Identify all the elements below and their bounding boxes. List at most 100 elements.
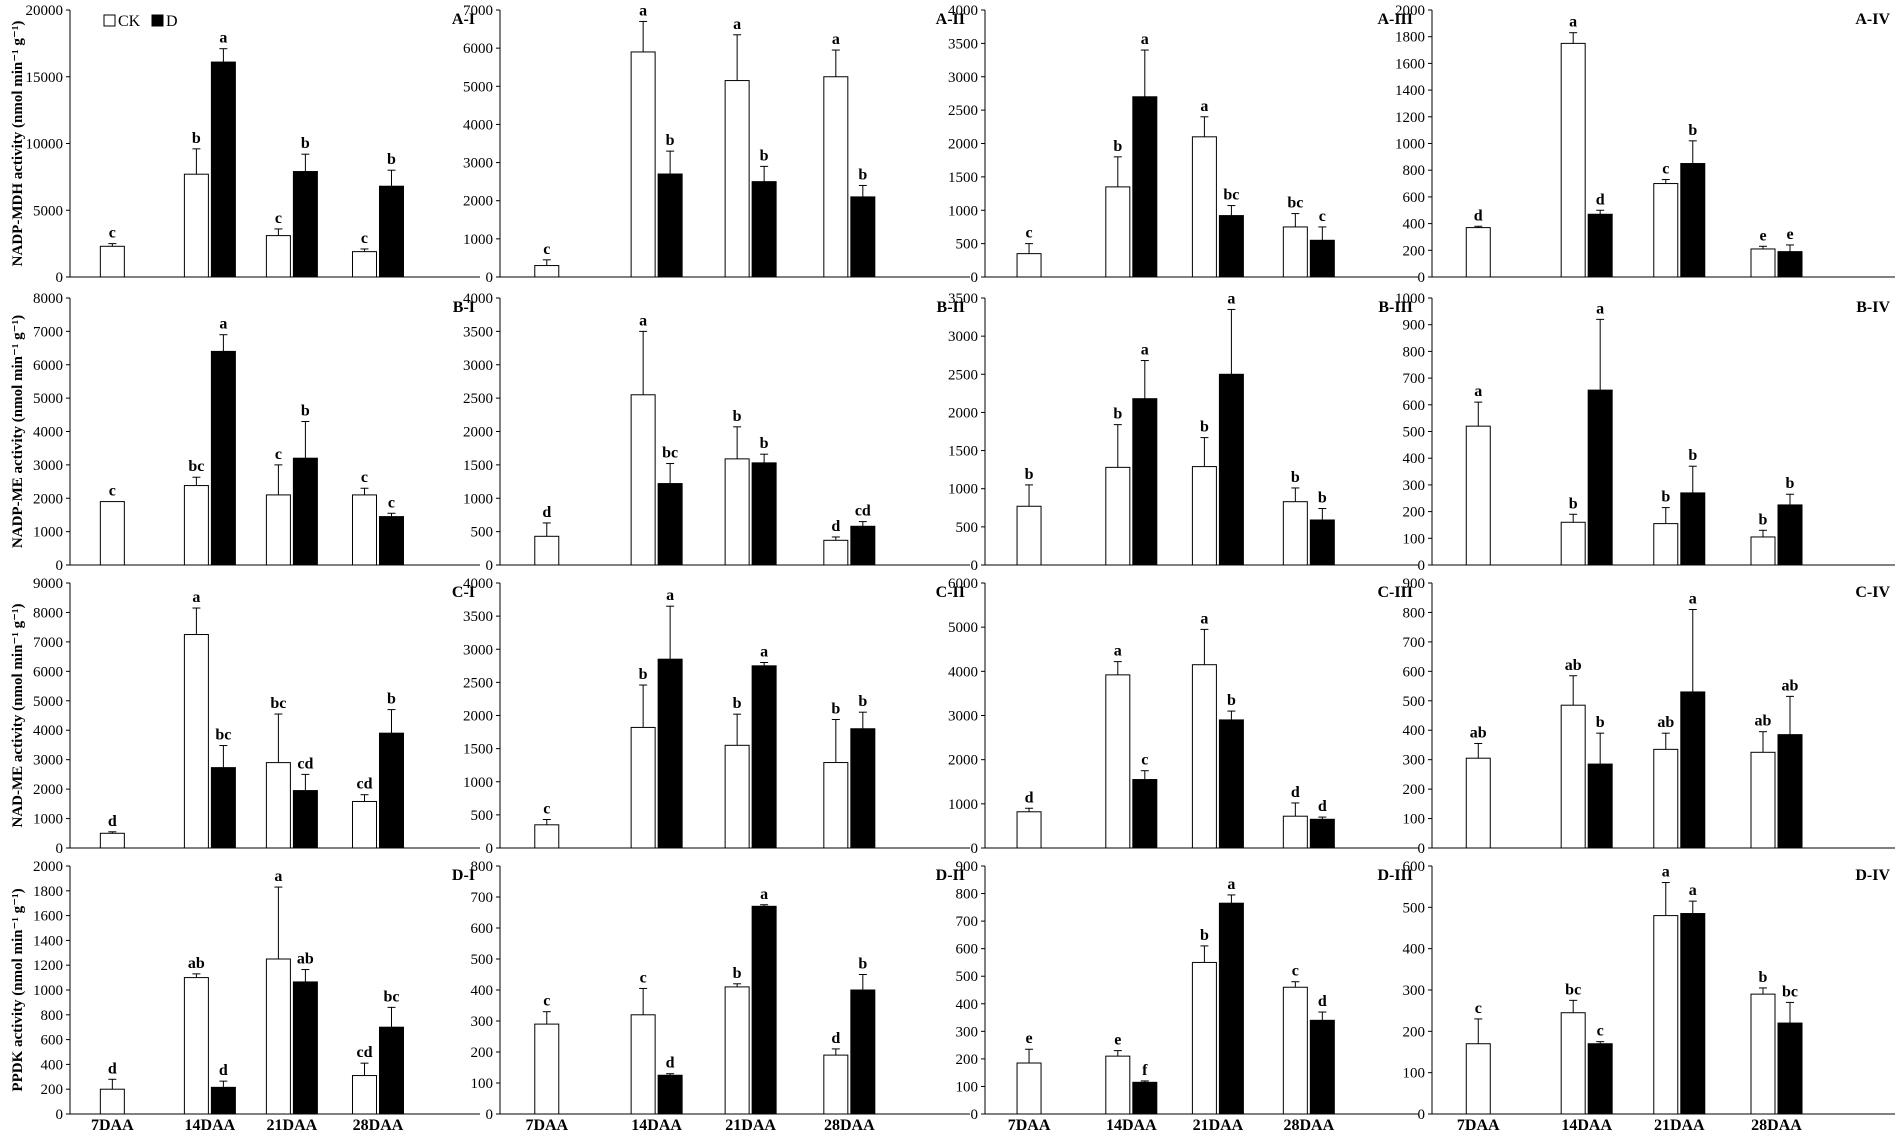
bar-ck: [823, 762, 849, 849]
significance-label: c: [1319, 208, 1326, 225]
bar-ck: [823, 76, 849, 278]
y-tick-label: 1000: [948, 203, 978, 219]
significance-label: c: [275, 446, 282, 463]
bar-ck: [351, 251, 377, 278]
y-tick-label: 2000: [463, 425, 493, 441]
bar-d: [378, 1026, 404, 1115]
panel-C-III: 0 1000 2000 3000 4000 5000 6000 C-III d a c a b d d: [948, 576, 1418, 857]
y-tick-label: 200: [956, 1052, 979, 1068]
significance-label: b: [858, 956, 867, 973]
y-tick-label: 600: [471, 921, 494, 937]
bar-d: [1587, 213, 1613, 278]
bar-d: [1680, 163, 1706, 278]
bar-ck: [534, 535, 560, 566]
bar-d: [378, 516, 404, 566]
y-tick-label: 5000: [463, 79, 493, 95]
y-tick-label: 7000: [33, 324, 63, 340]
bar-ck: [534, 824, 560, 849]
significance-label: c: [543, 993, 550, 1010]
bar-d: [1132, 779, 1158, 849]
y-tick-label: 3000: [33, 458, 63, 474]
x-category-labels: 7DAA 14DAA 21DAA 28DAA 7DAA 14DAA 21DAA 28DAA 7D…: [91, 1117, 1802, 1134]
significance-label: b: [733, 965, 742, 982]
x-category-label: 14DAA: [185, 1117, 236, 1134]
y-tick-label: 0: [486, 270, 494, 286]
legend-label-d: D: [166, 13, 178, 30]
y-axis-label: PPDK activity (nmol min⁻¹ g⁻¹): [10, 888, 26, 1091]
significance-label: d: [1474, 207, 1483, 224]
significance-label: ab: [188, 955, 205, 972]
bar-d: [751, 665, 777, 849]
significance-label: a: [639, 312, 647, 329]
bar-ck: [1105, 186, 1131, 278]
significance-label: d: [1596, 191, 1605, 208]
bar-ck: [1560, 1012, 1586, 1115]
significance-label: c: [543, 801, 550, 818]
y-tick-label: 500: [1403, 694, 1426, 710]
bar-ck: [265, 762, 291, 849]
y-tick-label: 100: [471, 1076, 494, 1092]
y-axis-labels: NADP-MDH activity (nmol min⁻¹ g⁻¹) NADP-M…: [10, 21, 26, 1092]
significance-label: b: [301, 402, 310, 419]
significance-label: a: [760, 886, 768, 903]
y-tick-label: 300: [956, 1024, 979, 1040]
bar-d: [378, 732, 404, 849]
significance-label: c: [1292, 963, 1299, 980]
bar-d: [1309, 519, 1335, 566]
significance-label: e: [1759, 227, 1766, 244]
significance-label: ab: [297, 951, 314, 968]
panel-C-I: 0 1000 2000 3000 4000 5000 6000 7000 8000 9000 C-I…: [33, 576, 480, 857]
y-tick-label: 0: [971, 270, 979, 286]
y-tick-label: 15000: [26, 70, 64, 86]
x-category-label: 7DAA: [1008, 1117, 1051, 1134]
y-tick-label: 1000: [1395, 137, 1425, 153]
significance-label: c: [1662, 161, 1669, 178]
significance-label: c: [1025, 225, 1032, 242]
bar-ck: [1750, 248, 1776, 278]
bar-d: [1132, 398, 1158, 566]
y-tick-label: 3000: [948, 709, 978, 725]
significance-label: a: [192, 589, 200, 606]
bar-ck: [1465, 227, 1491, 278]
bar-ck: [1191, 961, 1217, 1115]
y-tick-label: 800: [1403, 163, 1426, 179]
bar-ck: [183, 173, 209, 278]
y-tick-label: 700: [956, 914, 979, 930]
bar-ck: [724, 80, 750, 278]
significance-label: c: [640, 969, 647, 986]
significance-label: b: [1759, 969, 1768, 986]
bar-ck: [1191, 664, 1217, 849]
panel-title: B-IV: [1856, 299, 1890, 316]
y-tick-label: 7000: [33, 635, 63, 651]
significance-label: b: [387, 691, 396, 708]
significance-label: bc: [270, 695, 286, 712]
y-tick-label: 9000: [33, 576, 63, 592]
y-tick-label: 8000: [33, 291, 63, 307]
y-tick-label: 0: [971, 841, 979, 857]
bar-ck: [823, 1054, 849, 1115]
significance-label: f: [1142, 1062, 1148, 1079]
y-tick-label: 2000: [948, 753, 978, 769]
significance-label: b: [1200, 419, 1209, 436]
bar-ck: [1750, 751, 1776, 849]
bar-d: [292, 981, 318, 1115]
significance-label: c: [388, 494, 395, 511]
bar-d: [657, 1074, 683, 1115]
bar-ck: [724, 458, 750, 566]
y-tick-label: 500: [471, 952, 494, 968]
bar-d: [1218, 719, 1244, 849]
bar-ck: [1560, 42, 1586, 278]
significance-label: d: [108, 1060, 117, 1077]
bar-ck: [351, 494, 377, 566]
y-tick-label: 500: [471, 808, 494, 824]
y-tick-label: 1200: [33, 958, 63, 974]
y-tick-label: 3500: [463, 324, 493, 340]
bar-ck: [1282, 986, 1308, 1115]
y-tick-label: 0: [1418, 1107, 1426, 1123]
y-tick-label: 8000: [33, 605, 63, 621]
y-tick-label: 3000: [463, 642, 493, 658]
significance-label: cd: [297, 755, 313, 772]
significance-label: bc: [1565, 981, 1581, 998]
bar-ck: [183, 485, 209, 566]
y-tick-label: 600: [956, 942, 979, 958]
